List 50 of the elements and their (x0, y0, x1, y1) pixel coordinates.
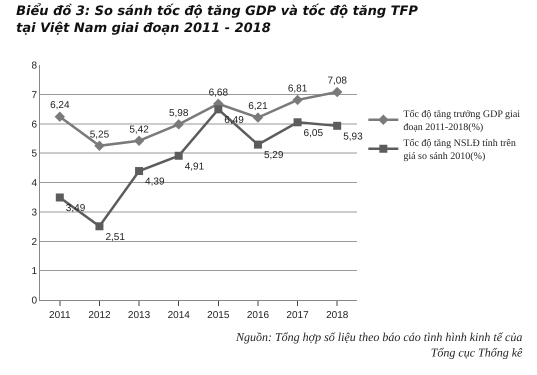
point (292, 94, 303, 106)
chart-title: Biểu đồ 3: So sánh tốc độ tăng GDP và tốc độ tăng TFP tại Việt Nam giai đoạn 2011 - 2018 (16, 3, 418, 36)
data-label: 6,21 (248, 101, 268, 112)
x-tick-label: 2013 (128, 310, 151, 321)
y-tick-label: 1 (31, 266, 38, 278)
legend-label: Tốc độ tăng trưởng GDP giai đoạn 2011-2018(%) (403, 109, 520, 134)
x-tick-label: 2018 (326, 310, 349, 321)
point (174, 152, 183, 160)
y-tick-label: 5 (31, 148, 38, 160)
x-tick-label: 2012 (88, 310, 111, 321)
point (95, 222, 104, 230)
data-label: 5,98 (168, 108, 189, 119)
point (56, 193, 64, 202)
y-tick-label: 8 (31, 60, 38, 72)
y-tick-label: 3 (31, 207, 38, 218)
point (94, 140, 105, 151)
x-tick-label: 2014 (168, 310, 190, 321)
point (173, 119, 184, 130)
point (254, 140, 262, 149)
text: Nguồn: Tổng hợp số liệu theo báo cáo tình hình kinh tế của Tổng cục Thống kê (235, 330, 524, 360)
data-label: 4,39 (145, 176, 165, 188)
point (134, 136, 144, 146)
x-tick-label: 2017 (286, 310, 310, 321)
data-label: 2,51 (105, 232, 126, 243)
y-tick-label: 2 (31, 236, 38, 248)
y-tick-label: 0 (31, 296, 38, 306)
x-tick-label: 2011 (49, 310, 71, 321)
point (332, 86, 342, 98)
data-label: 6,24 (50, 100, 70, 112)
legend-label: Tốc độ tăng NSLĐ tính trên giá so sánh 2010(%) (403, 138, 516, 162)
point (333, 122, 342, 130)
data-label: 5,93 (343, 131, 364, 142)
data-label: 6,68 (208, 87, 228, 98)
point (252, 112, 264, 123)
data-label: 5,42 (129, 124, 150, 136)
point (135, 167, 144, 176)
data-label: 7,08 (327, 76, 348, 87)
y-tick-label: 4 (31, 178, 38, 189)
x-tick-label: 2015 (207, 310, 230, 321)
data-label: 6,05 (304, 128, 324, 139)
data-label: 5,25 (90, 129, 110, 140)
data-label: 5,29 (264, 150, 284, 162)
point (54, 112, 66, 122)
point (294, 118, 302, 126)
x-tick-label: 2016 (246, 310, 270, 321)
data-label: 4,91 (184, 161, 205, 172)
point (214, 105, 222, 114)
y-tick-label: 6 (31, 119, 38, 130)
y-tick-label: 7 (31, 90, 38, 101)
data-label: 6,81 (288, 83, 308, 94)
